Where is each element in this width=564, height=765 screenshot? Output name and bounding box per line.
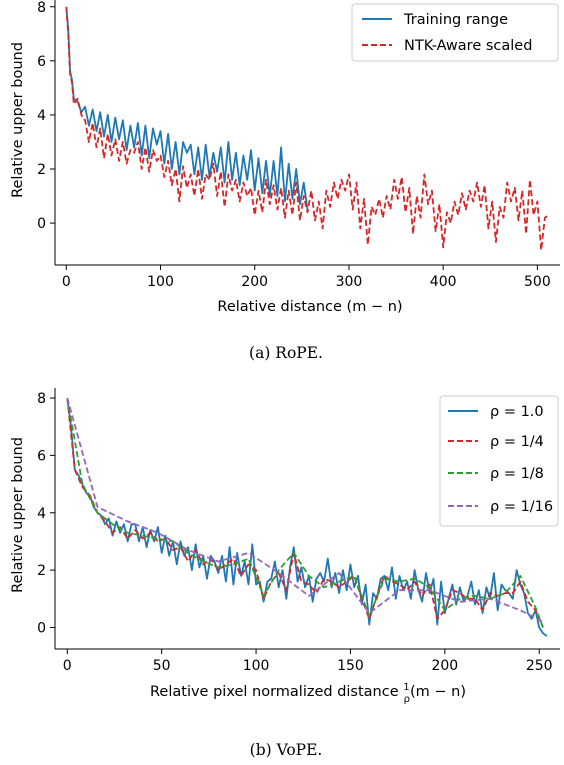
x-tick-label: 100 (147, 274, 174, 290)
series-line-3 (66, 397, 544, 623)
x-tick-label: 200 (241, 274, 268, 290)
x-tick-label: 100 (243, 658, 270, 674)
series-line-1 (65, 6, 550, 252)
caption-b: (b) VoPE. (250, 741, 323, 759)
x-tick-label: 500 (524, 274, 551, 290)
x-tick-label: 200 (431, 658, 458, 674)
legend: ρ = 1.0 ρ = 1/4 ρ = 1/8 ρ = 1/16 (439, 395, 559, 527)
legend-label-rho-1: ρ = 1.0 (490, 404, 544, 420)
legend-label-rho-1-16: ρ = 1/16 (490, 499, 553, 515)
legend-label-ntk-aware: NTK-Aware scaled (404, 38, 532, 54)
x-axis-title: Relative distance (m − n) (217, 299, 402, 315)
series-line-0 (65, 6, 309, 210)
y-tick-label: 4 (37, 506, 46, 522)
chart-vope: 0 50 100 150 200 250 0 2 4 6 8 Relative pixel norm… (10, 388, 560, 759)
legend-frame (439, 395, 559, 527)
series-line-2 (66, 397, 544, 628)
x-tick-label: 250 (526, 658, 553, 674)
legend: Training range NTK-Aware scaled (351, 3, 559, 62)
x-tick-label: 0 (62, 274, 71, 290)
y-tick-label: 6 (37, 448, 46, 464)
y-tick-label: 0 (37, 620, 46, 636)
chart-rope: 0 100 200 300 400 500 0 2 4 6 8 Relative distance … (10, 0, 560, 362)
y-tick-label: 6 (37, 54, 46, 70)
x-tick-label: 300 (336, 274, 363, 290)
y-tick-label: 8 (37, 0, 46, 16)
y-axis-title: Relative upper bound (10, 437, 26, 593)
caption-a: (a) RoPE. (249, 344, 323, 362)
legend-label-training-range: Training range (403, 12, 508, 28)
y-tick-label: 2 (37, 563, 46, 579)
y-axis-title: Relative upper bound (10, 42, 26, 198)
x-tick-label: 150 (337, 658, 364, 674)
y-tick-label: 4 (37, 108, 46, 124)
y-tick-label: 2 (37, 162, 46, 178)
legend-label-rho-1-8: ρ = 1/8 (490, 466, 544, 482)
series-line-1 (66, 397, 544, 628)
y-tick-label: 0 (37, 216, 46, 232)
y-tick-label: 8 (37, 391, 46, 407)
x-tick-label: 400 (430, 274, 457, 290)
legend-label-rho-1-4: ρ = 1/4 (490, 434, 544, 450)
x-tick-label: 50 (153, 658, 171, 674)
legend-frame (351, 3, 559, 62)
x-tick-label: 0 (63, 658, 72, 674)
x-axis-title: Relative pixel normalized distance 1 ρ(m … (150, 682, 466, 705)
